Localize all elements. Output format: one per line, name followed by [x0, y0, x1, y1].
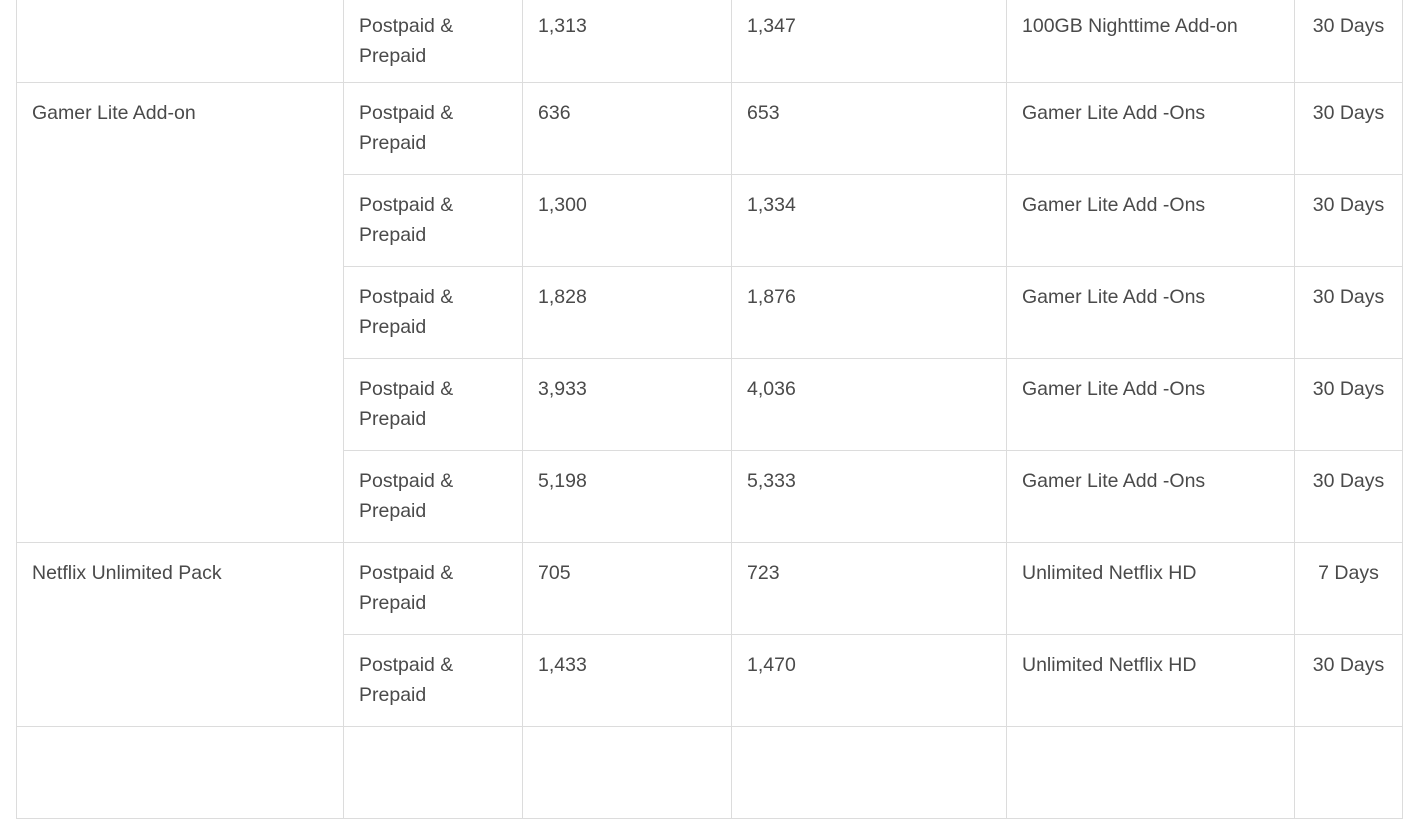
empty-cell: [731, 726, 1007, 819]
validity-cell: 30 Days: [1294, 634, 1403, 727]
price-cell: 1,828: [522, 266, 732, 359]
price-incl-tax-cell: 723: [731, 542, 1007, 635]
empty-cell: [16, 726, 344, 819]
package-name-cell: Gamer Lite Add-on: [16, 82, 344, 543]
bundle-name-cell: 100GB Nighttime Add-on: [1006, 0, 1295, 83]
validity-cell: 30 Days: [1294, 358, 1403, 451]
validity-cell: 30 Days: [1294, 450, 1403, 543]
price-cell: 1,433: [522, 634, 732, 727]
table-row: Postpaid & Prepaid 1,828 1,876 Gamer Lite A…: [17, 266, 1403, 359]
bundle-name-cell: Unlimited Netflix HD: [1006, 634, 1295, 727]
package-name-cell: Netflix Unlimited Pack: [16, 542, 344, 727]
price-incl-tax-cell: 5,333: [731, 450, 1007, 543]
subscriber-type-cell: Postpaid & Prepaid: [343, 634, 523, 727]
validity-cell: 30 Days: [1294, 0, 1403, 83]
empty-cell: [343, 726, 523, 819]
bundle-name-cell: Gamer Lite Add -Ons: [1006, 82, 1295, 175]
price-incl-tax-cell: 653: [731, 82, 1007, 175]
bundle-name-cell: Gamer Lite Add -Ons: [1006, 358, 1295, 451]
subscriber-type-cell: Postpaid & Prepaid: [343, 450, 523, 543]
bundles-table: Postpaid & Prepaid 1,313 1,347 100GB Nightt…: [16, 0, 1403, 819]
table-row: [16, 726, 1403, 819]
price-incl-tax-cell: 4,036: [731, 358, 1007, 451]
validity-cell: 30 Days: [1294, 266, 1403, 359]
subscriber-type-cell: Postpaid & Prepaid: [343, 82, 523, 175]
empty-cell: [1006, 726, 1295, 819]
table-row: Postpaid & Prepaid 1,313 1,347 100GB Nightt…: [16, 0, 1403, 83]
price-cell: 3,933: [522, 358, 732, 451]
price-cell: 5,198: [522, 450, 732, 543]
table-row: Postpaid & Prepaid 1,433 1,470 Unlimited Ne…: [17, 634, 1403, 727]
bundle-name-cell: Gamer Lite Add -Ons: [1006, 450, 1295, 543]
price-cell: 636: [522, 82, 732, 175]
price-incl-tax-cell: 1,470: [731, 634, 1007, 727]
price-cell: 1,300: [522, 174, 732, 267]
table-row: Netflix Unlimited Pack Postpaid & Prepaid…: [16, 542, 1403, 727]
subscriber-type-cell: Postpaid & Prepaid: [343, 358, 523, 451]
table-row: Postpaid & Prepaid 3,933 4,036 Gamer Lite A…: [17, 358, 1403, 451]
bundle-name-cell: Gamer Lite Add -Ons: [1006, 174, 1295, 267]
bundle-name-cell: Unlimited Netflix HD: [1006, 542, 1295, 635]
price-incl-tax-cell: 1,347: [731, 0, 1007, 83]
table-row: Gamer Lite Add-on Postpaid & Prepaid 636 65…: [16, 82, 1403, 543]
price-cell: 705: [522, 542, 732, 635]
table-row: Postpaid & Prepaid 1,300 1,334 Gamer Lite A…: [17, 174, 1403, 267]
validity-cell: 30 Days: [1294, 82, 1403, 175]
validity-cell: 7 Days: [1294, 542, 1403, 635]
validity-cell: 30 Days: [1294, 174, 1403, 267]
package-name-cell: [16, 0, 344, 83]
table-row: Postpaid & Prepaid 5,198 5,333 Gamer Lite A…: [17, 450, 1403, 543]
subscriber-type-cell: Postpaid & Prepaid: [343, 266, 523, 359]
empty-cell: [1294, 726, 1403, 819]
subscriber-type-cell: Postpaid & Prepaid: [343, 542, 523, 635]
bundle-name-cell: Gamer Lite Add -Ons: [1006, 266, 1295, 359]
subscriber-type-cell: Postpaid & Prepaid: [343, 0, 523, 83]
subscriber-type-cell: Postpaid & Prepaid: [343, 174, 523, 267]
price-incl-tax-cell: 1,876: [731, 266, 1007, 359]
price-incl-tax-cell: 1,334: [731, 174, 1007, 267]
price-cell: 1,313: [522, 0, 732, 83]
empty-cell: [522, 726, 732, 819]
